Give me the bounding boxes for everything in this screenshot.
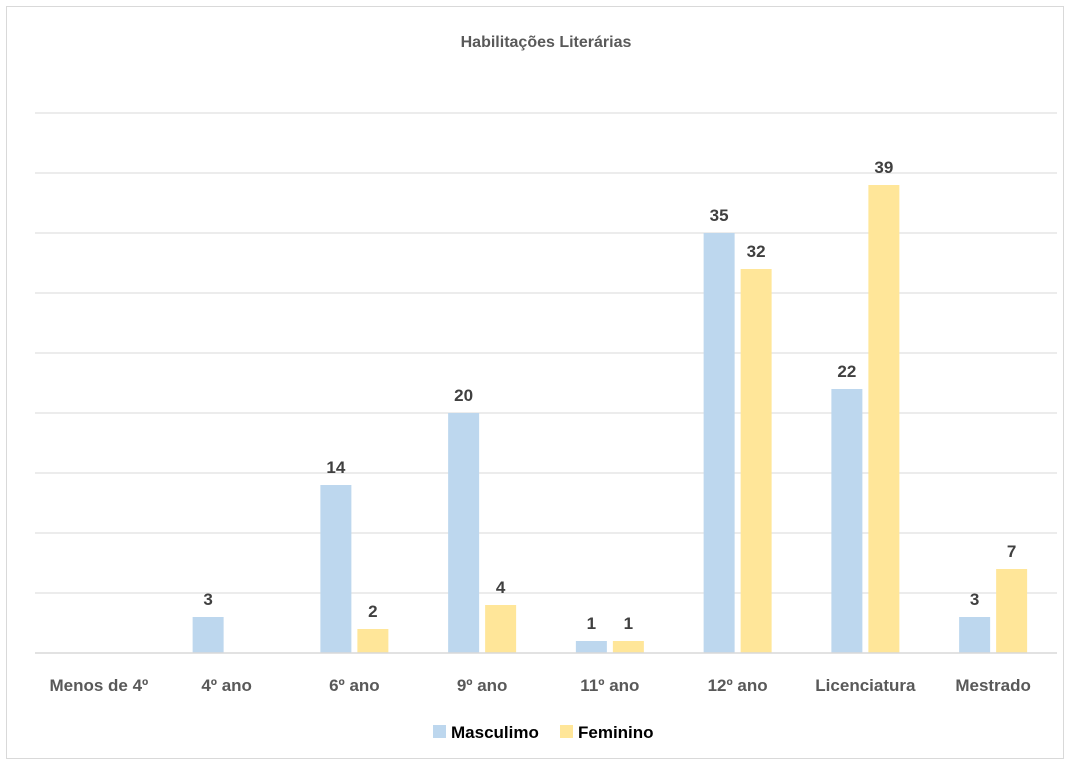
data-labels: 3 14 2 20 4 1 1 35 32 22 39 3 7	[203, 158, 1016, 633]
x-tick-label: 11º ano	[580, 676, 639, 695]
data-label: 22	[837, 362, 856, 381]
x-tick-label: 6º ano	[329, 676, 380, 695]
data-label: 35	[710, 206, 729, 225]
legend-label: Feminino	[578, 723, 654, 742]
x-tick-label: 9º ano	[457, 676, 508, 695]
legend: Masculimo Feminino	[433, 723, 654, 742]
bar-masculimo	[575, 641, 607, 653]
bar-masculimo	[959, 617, 991, 653]
bars	[192, 185, 1028, 653]
x-tick-label: Licenciatura	[815, 676, 916, 695]
bar-feminino	[868, 185, 900, 653]
bar-feminino	[485, 605, 517, 653]
bar-masculimo	[831, 389, 863, 653]
x-tick-label: 4º ano	[201, 676, 252, 695]
gridlines	[35, 112, 1057, 594]
data-label: 2	[368, 602, 377, 621]
data-label: 3	[970, 590, 979, 609]
data-label: 1	[624, 614, 633, 633]
bar-masculimo	[320, 485, 352, 653]
x-tick-label: Mestrado	[955, 676, 1031, 695]
bar-masculimo	[192, 617, 224, 653]
bar-feminino	[996, 569, 1028, 653]
data-label: 14	[326, 458, 345, 477]
legend-swatch-feminino	[560, 725, 573, 738]
chart-title: Habilitações Literárias	[461, 34, 632, 51]
data-label: 3	[203, 590, 212, 609]
data-label: 4	[496, 578, 506, 597]
data-label: 20	[454, 386, 473, 405]
bar-masculimo	[448, 413, 480, 653]
x-axis-tick-labels: Menos de 4º 4º ano 6º ano 9º ano 11º ano 12º …	[49, 676, 1030, 695]
bar-feminino	[612, 641, 644, 653]
x-tick-label: 12º ano	[708, 676, 768, 695]
bar-feminino	[357, 629, 389, 653]
data-label: 1	[587, 614, 596, 633]
legend-label: Masculimo	[451, 723, 539, 742]
data-label: 39	[874, 158, 893, 177]
data-label: 7	[1007, 542, 1016, 561]
bar-masculimo	[703, 233, 735, 653]
legend-swatch-masculimo	[433, 725, 446, 738]
data-label: 32	[747, 242, 766, 261]
x-tick-label: Menos de 4º	[49, 676, 148, 695]
bar-feminino	[740, 269, 772, 653]
